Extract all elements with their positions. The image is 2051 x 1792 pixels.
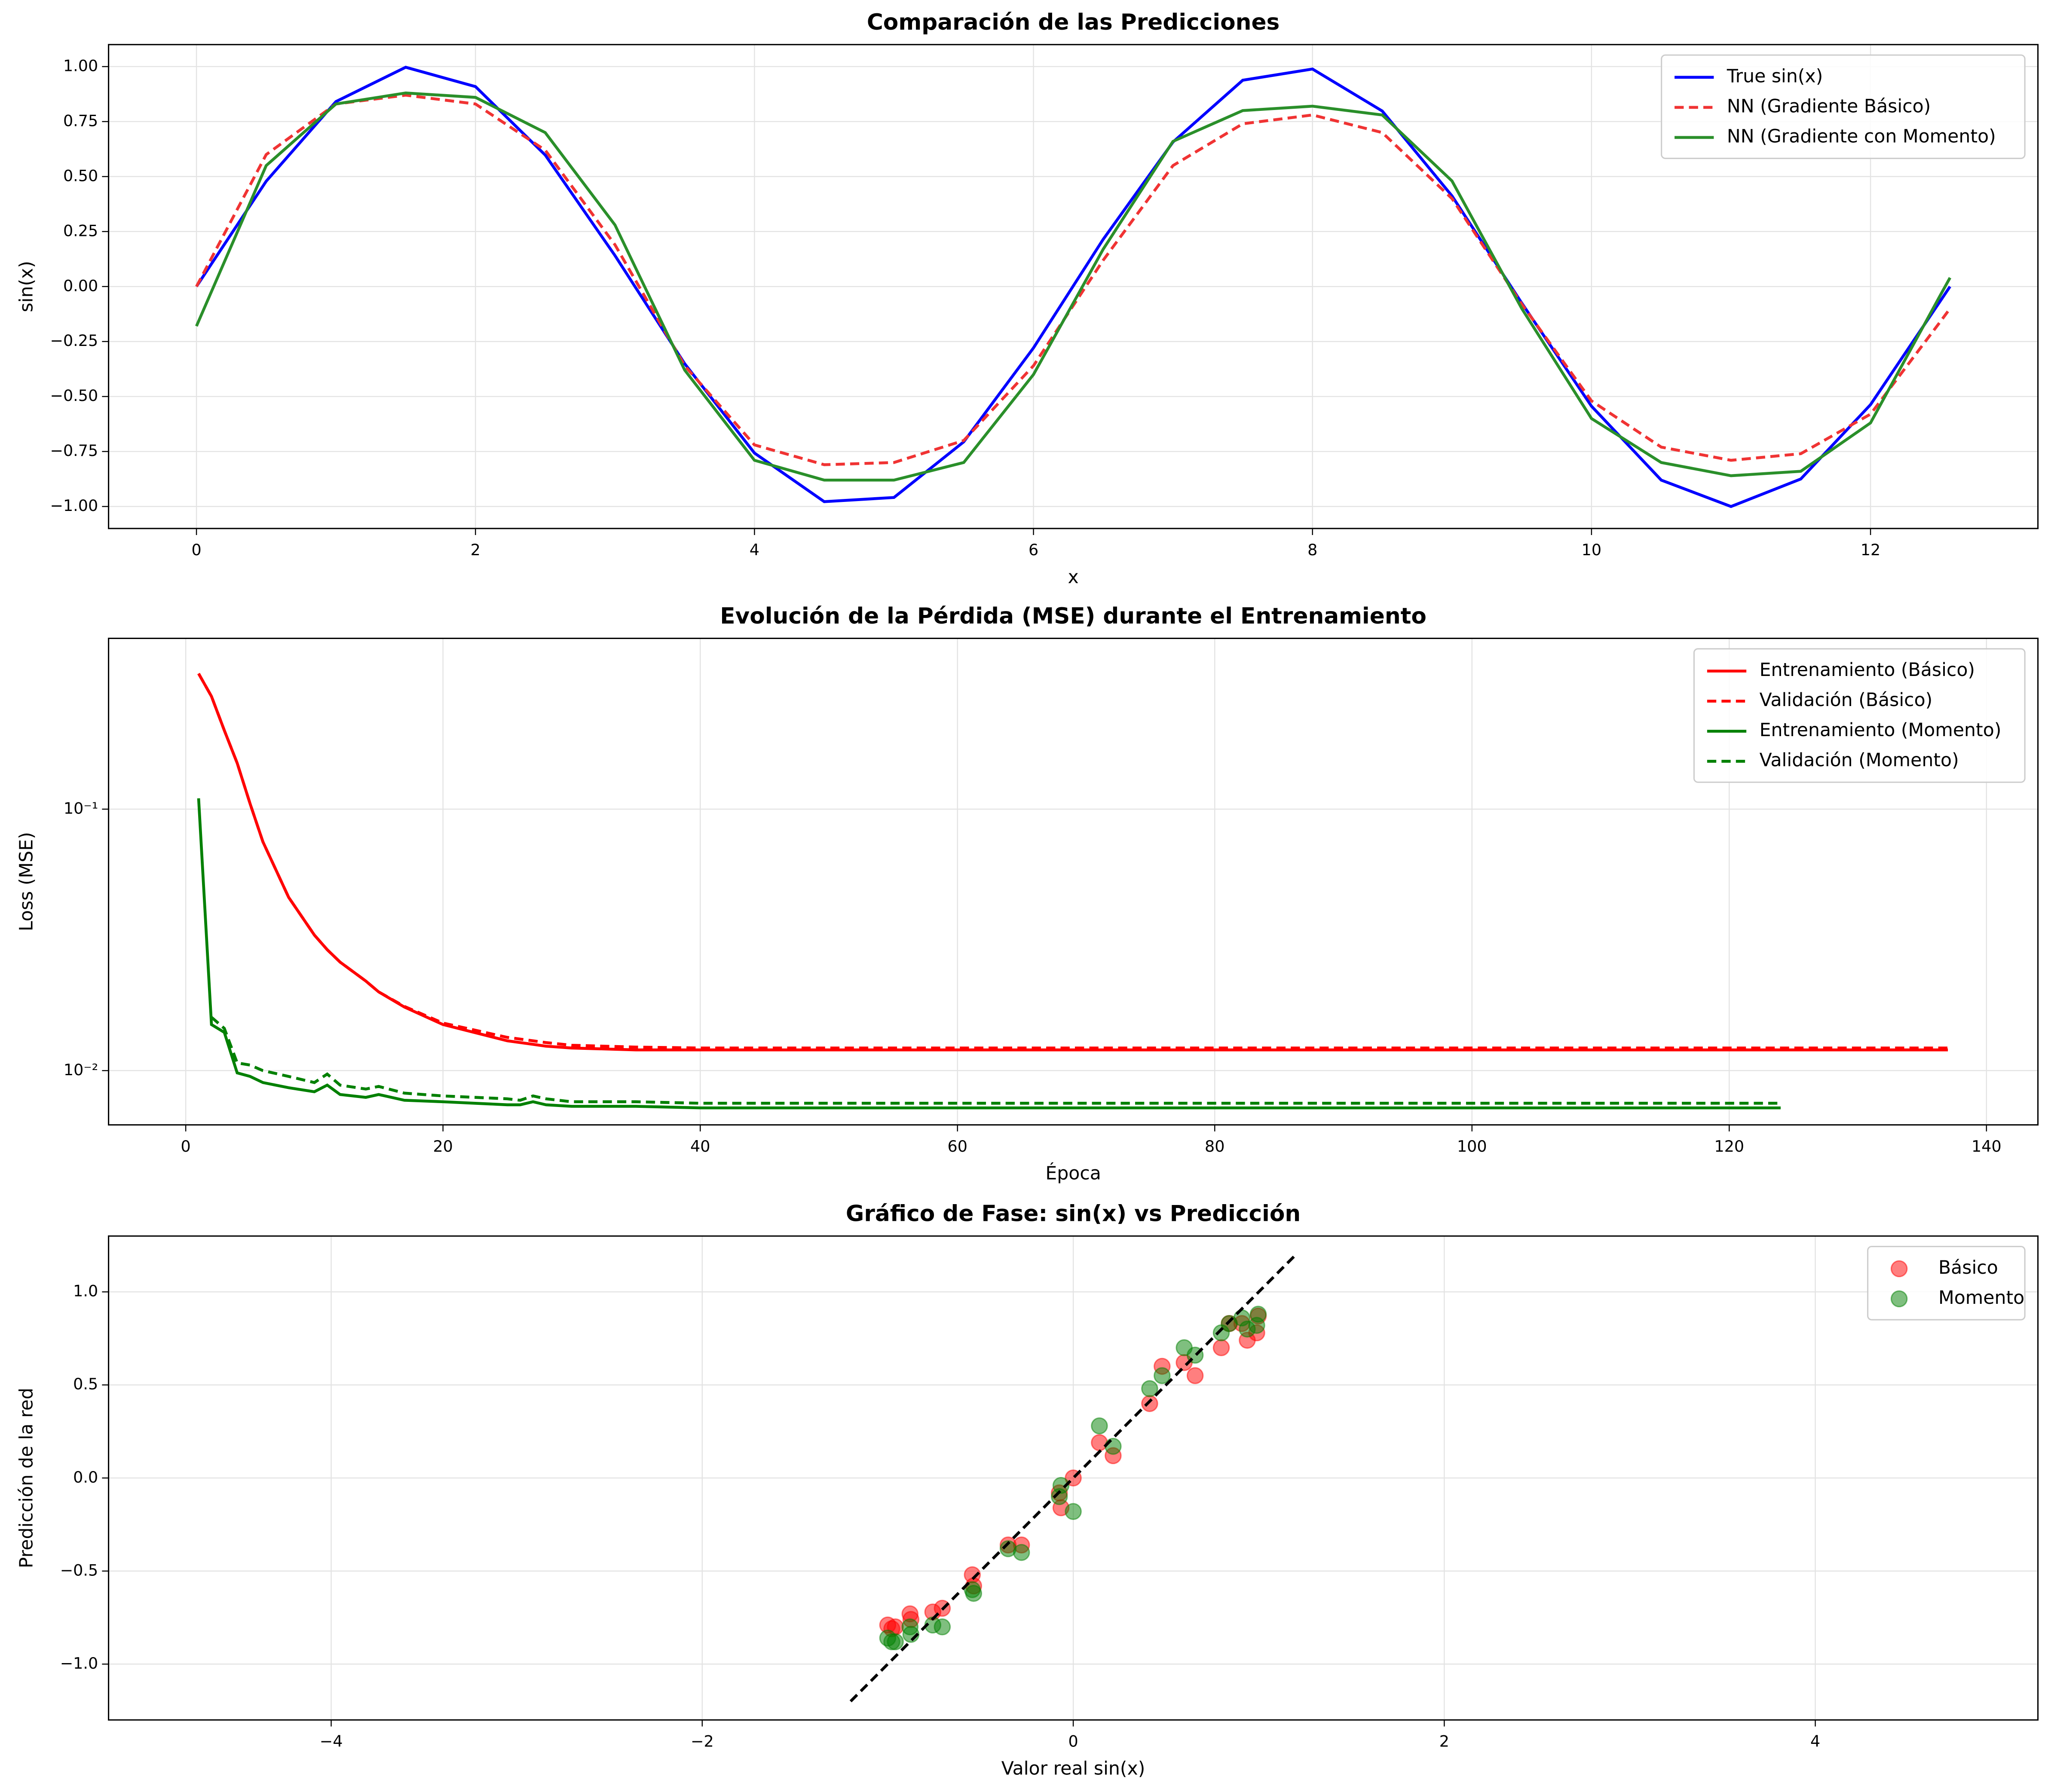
legend-label: True sin(x) <box>1727 65 1823 87</box>
scatter-point <box>1248 1317 1265 1334</box>
y-tick-label: 0.50 <box>63 166 98 185</box>
x-tick-label: 12 <box>1861 541 1880 559</box>
x-tick-label: 10 <box>1582 541 1601 559</box>
series-line <box>197 798 1781 1110</box>
series-line <box>195 92 1952 482</box>
reference-line <box>849 1254 1297 1703</box>
y-tick-label: 1.0 <box>73 1282 98 1300</box>
legend-marker <box>1890 1260 1908 1278</box>
y-axis-label: Loss (MSE) <box>15 832 37 931</box>
legend-label: Básico <box>1938 1257 1998 1278</box>
chart-title: Comparación de las Predicciones <box>867 9 1280 35</box>
y-tick-label: 0.00 <box>63 276 98 295</box>
x-tick-label: 140 <box>1971 1137 2002 1156</box>
x-tick-label: 120 <box>1714 1137 1744 1156</box>
series-line <box>210 1016 1781 1105</box>
scatter-point <box>1212 1339 1230 1356</box>
x-tick-label: 6 <box>1029 541 1038 559</box>
y-tick-label: 0.0 <box>73 1468 98 1486</box>
legend-box <box>1693 648 2026 783</box>
x-tick-label: 0 <box>181 1137 191 1156</box>
legend-marker <box>1890 1290 1908 1308</box>
y-tick-label: 10⁻¹ <box>64 799 98 817</box>
x-tick-label: 8 <box>1307 541 1317 559</box>
legend: True sin(x) NN (Gradiente Básico) NN (Grad… <box>1661 54 2026 159</box>
subplot: −4 −2 0 2 4 −1.0 −0.5 0.0 0.5 1.0 Gráfico de Fase:… <box>15 1201 2039 1779</box>
x-tick-label: 4 <box>1810 1732 1820 1751</box>
plot-frame <box>108 1235 2039 1721</box>
y-tick-label: 10⁻² <box>64 1061 98 1079</box>
y-tick-label: −0.5 <box>60 1561 98 1579</box>
x-tick-label: 60 <box>948 1137 967 1156</box>
x-tick-label: −4 <box>320 1732 343 1751</box>
y-tick-label: −1.0 <box>60 1654 98 1673</box>
y-tick-label: −0.25 <box>50 331 98 350</box>
legend: Básico Momento <box>1867 1246 2026 1321</box>
x-tick-label: 0 <box>191 541 201 559</box>
legend-box <box>1661 54 2026 159</box>
legend-label: Validación (Básico) <box>1760 689 1933 711</box>
y-tick-label: 0.75 <box>63 111 98 130</box>
y-axis-label: Predicción de la red <box>15 1388 37 1568</box>
x-axis-label: x <box>1068 566 1078 588</box>
y-tick-label: −0.50 <box>50 386 98 405</box>
subplot: 0 2 4 6 8 10 12 −1.00 −0.75 −0.50 −0.25 0.00 0.25 0.5… <box>15 9 2039 588</box>
scatter-point <box>1154 1367 1171 1384</box>
plot-frame <box>108 637 2039 1126</box>
scatter-point <box>1105 1437 1122 1455</box>
y-tick-label: −0.75 <box>50 441 98 460</box>
scatter-point <box>1212 1324 1230 1342</box>
x-tick-label: 40 <box>690 1137 710 1156</box>
scatter-point <box>965 1585 983 1602</box>
legend: Entrenamiento (Básico) Validación (Básico… <box>1693 648 2026 783</box>
x-tick-label: 0 <box>1068 1732 1078 1751</box>
series-line <box>195 94 1951 466</box>
y-tick-label: −1.00 <box>50 496 98 515</box>
plot-frame <box>108 44 2039 529</box>
x-tick-label: 2 <box>471 541 481 559</box>
x-axis-label: Valor real sin(x) <box>1001 1758 1145 1779</box>
scatter-point <box>1141 1395 1158 1412</box>
x-tick-label: 4 <box>750 541 759 559</box>
subplot: 0 20 40 60 80 100 120 140 10⁻² 10⁻¹ Evolución de l… <box>15 603 2039 1184</box>
x-axis-label: Época <box>1045 1162 1101 1184</box>
y-axis-label: sin(x) <box>15 261 37 312</box>
scatter-point <box>1141 1380 1158 1398</box>
legend-label: NN (Gradiente con Momento) <box>1727 125 1996 147</box>
scatter-point <box>879 1629 897 1647</box>
scatter-point <box>1065 1503 1082 1520</box>
scatter-point <box>1091 1417 1108 1434</box>
chart-title: Evolución de la Pérdida (MSE) durante el… <box>720 603 1427 629</box>
scatter-point <box>1052 1477 1070 1494</box>
legend-label: Entrenamiento (Momento) <box>1760 719 2002 741</box>
legend-label: Momento <box>1938 1287 2024 1309</box>
legend-label: Entrenamiento (Básico) <box>1760 659 1975 681</box>
series-line <box>197 673 1948 1050</box>
scatter-point <box>1186 1367 1204 1384</box>
legend-label: NN (Gradiente Básico) <box>1727 95 1931 117</box>
y-tick-label: 0.5 <box>73 1375 98 1393</box>
legend-label: Validación (Momento) <box>1760 749 1959 771</box>
x-tick-label: −2 <box>691 1732 714 1751</box>
scatter-point <box>1013 1544 1030 1561</box>
y-tick-label: 0.25 <box>63 221 98 240</box>
x-tick-label: 100 <box>1457 1137 1487 1156</box>
y-tick-label: 1.00 <box>63 56 98 75</box>
scatter-point <box>934 1618 951 1636</box>
x-tick-label: 20 <box>433 1137 453 1156</box>
x-tick-label: 80 <box>1205 1137 1224 1156</box>
x-tick-label: 2 <box>1439 1732 1449 1751</box>
chart-title: Gráfico de Fase: sin(x) vs Predicción <box>846 1201 1301 1227</box>
